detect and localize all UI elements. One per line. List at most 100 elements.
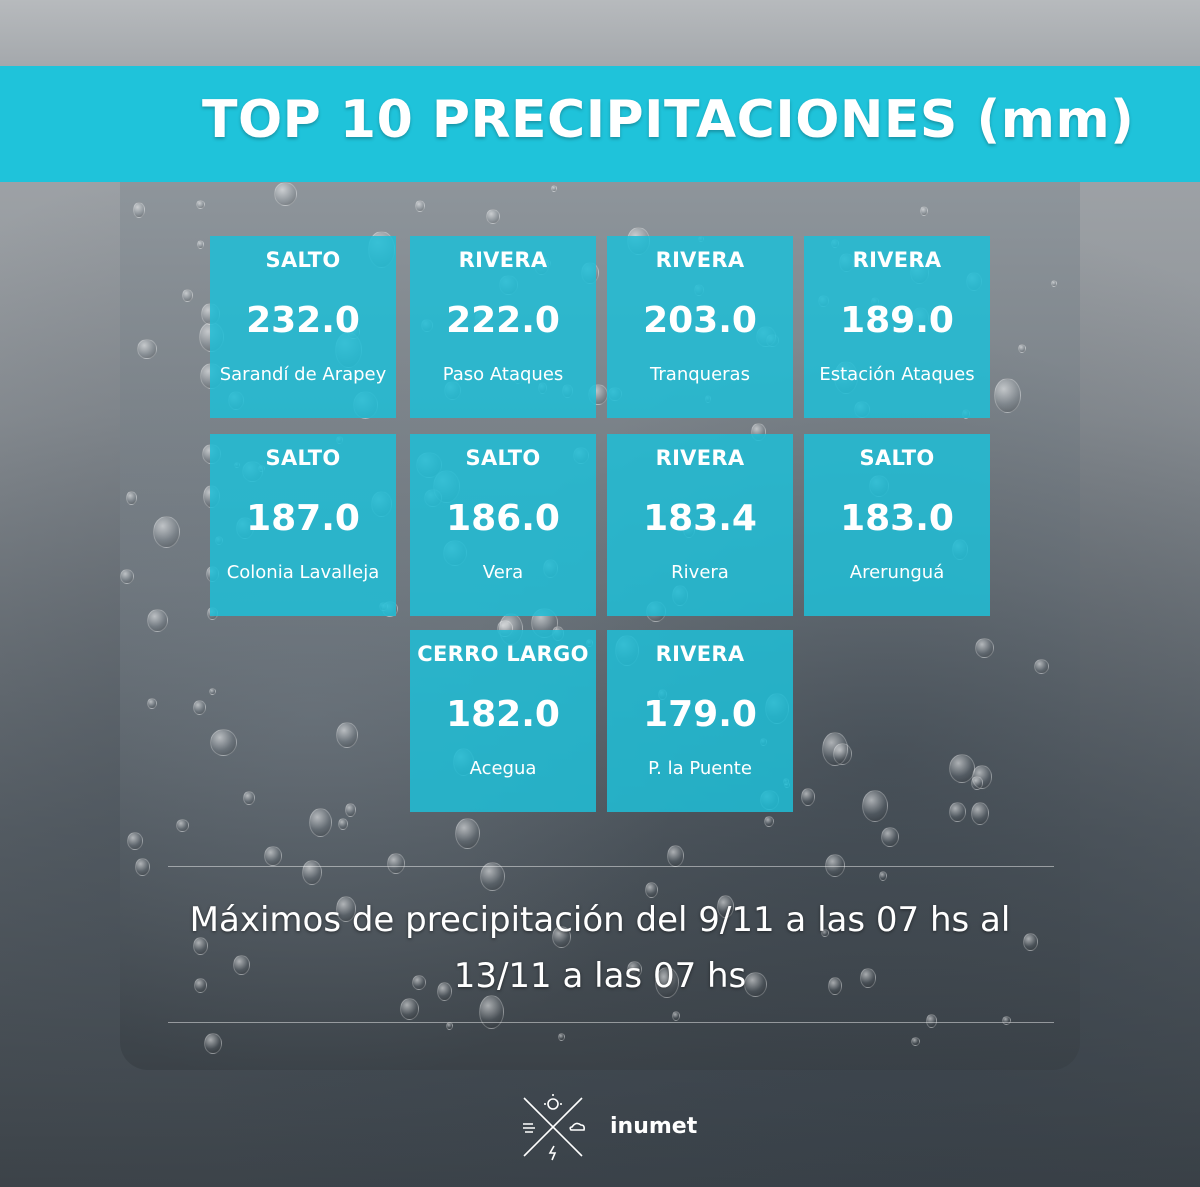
raindrop xyxy=(645,882,658,898)
precipitation-value: 182.0 xyxy=(446,694,560,735)
raindrop xyxy=(801,788,815,806)
raindrop xyxy=(455,818,480,849)
raindrop xyxy=(137,339,157,359)
raindrop xyxy=(345,803,356,817)
station-tile: SALTO 187.0 Colonia Lavalleja xyxy=(210,434,396,616)
raindrop xyxy=(1002,1016,1011,1025)
raindrop xyxy=(971,776,983,790)
department-label: RIVERA xyxy=(655,642,745,666)
raindrop xyxy=(209,688,216,695)
station-name: P. la Puente xyxy=(648,758,752,779)
raindrop xyxy=(336,896,356,922)
raindrop xyxy=(233,955,250,975)
raindrop xyxy=(196,200,205,209)
raindrop xyxy=(1051,280,1057,287)
department-label: RIVERA xyxy=(655,248,745,272)
raindrop xyxy=(194,978,207,993)
department-label: RIVERA xyxy=(852,248,942,272)
station-name: Tranqueras xyxy=(650,364,750,385)
raindrop xyxy=(821,929,829,937)
precipitation-value: 179.0 xyxy=(643,694,757,735)
title-banner: TOP 10 PRECIPITACIONES (mm) xyxy=(0,66,1200,182)
department-label: SALTO xyxy=(859,446,935,470)
station-name: Paso Ataques xyxy=(442,364,564,385)
raindrop xyxy=(127,832,143,850)
raindrop xyxy=(486,209,500,224)
raindrop xyxy=(176,819,189,832)
raindrop xyxy=(744,972,767,997)
raindrop xyxy=(120,569,134,584)
station-name: Rivera xyxy=(671,562,729,583)
raindrop xyxy=(971,802,989,825)
raindrop xyxy=(667,845,684,867)
station-tile: RIVERA 183.4 Rivera xyxy=(607,434,793,616)
station-name: Sarandí de Arapey xyxy=(219,364,387,385)
brand-name: inumet xyxy=(610,1114,698,1139)
raindrop xyxy=(479,995,504,1029)
raindrop xyxy=(764,816,774,827)
raindrop xyxy=(911,1037,920,1046)
raindrop xyxy=(243,791,255,805)
raindrop xyxy=(412,975,426,990)
raindrop xyxy=(193,700,206,715)
raindrop xyxy=(975,638,994,658)
station-name: Colonia Lavalleja xyxy=(226,562,380,583)
raindrop xyxy=(210,729,237,756)
station-tile: SALTO 183.0 Arerunguá xyxy=(804,434,990,616)
raindrop xyxy=(879,871,887,881)
footnote-line-2: 13/11 a las 07 hs xyxy=(453,956,747,996)
department-label: SALTO xyxy=(265,248,341,272)
precipitation-value: 186.0 xyxy=(446,498,560,539)
department-label: RIVERA xyxy=(655,446,745,470)
station-name: Vera xyxy=(482,562,524,583)
raindrop xyxy=(153,516,180,548)
raindrop xyxy=(558,1033,565,1041)
raindrop xyxy=(825,854,845,877)
background-top xyxy=(0,0,1200,70)
raindrop xyxy=(926,1014,937,1028)
raindrop xyxy=(551,185,557,192)
footnote: Máximos de precipitación del 9/11 a las … xyxy=(140,892,1060,1004)
raindrop xyxy=(264,846,282,866)
station-tile: CERRO LARGO 182.0 Acegua xyxy=(410,630,596,812)
raindrop xyxy=(1023,933,1038,951)
department-label: SALTO xyxy=(265,446,341,470)
precipitation-value: 232.0 xyxy=(246,300,360,341)
raindrop xyxy=(480,862,505,891)
raindrop xyxy=(302,860,322,885)
raindrop xyxy=(920,206,928,216)
raindrop xyxy=(336,722,358,748)
department-label: SALTO xyxy=(465,446,541,470)
department-label: CERRO LARGO xyxy=(417,642,589,666)
raindrop xyxy=(655,967,679,998)
station-tile: RIVERA 179.0 P. la Puente xyxy=(607,630,793,812)
precipitation-value: 183.4 xyxy=(643,498,757,539)
station-name: Arerunguá xyxy=(849,562,945,583)
raindrop xyxy=(197,240,204,249)
divider-bottom xyxy=(168,1022,1054,1023)
raindrop xyxy=(204,1033,222,1054)
weather-logo-icon xyxy=(523,1094,585,1161)
raindrop xyxy=(274,182,297,206)
raindrop xyxy=(860,968,876,988)
precipitation-value: 187.0 xyxy=(246,498,360,539)
raindrop xyxy=(309,808,332,837)
station-tile: SALTO 232.0 Sarandí de Arapey xyxy=(210,236,396,418)
raindrop xyxy=(193,937,208,955)
raindrop xyxy=(437,982,452,1001)
station-name: Estación Ataques xyxy=(819,364,975,385)
precipitation-value: 183.0 xyxy=(840,498,954,539)
raindrop xyxy=(552,926,571,948)
raindrop xyxy=(862,790,888,822)
footnote-line-1: Máximos de precipitación del 9/11 a las … xyxy=(189,900,1011,940)
raindrop xyxy=(338,818,348,830)
raindrop xyxy=(994,378,1021,413)
raindrop xyxy=(672,1011,680,1021)
raindrop xyxy=(147,698,157,709)
raindrop xyxy=(1034,659,1049,674)
precipitation-value: 203.0 xyxy=(643,300,757,341)
precipitation-value: 222.0 xyxy=(446,300,560,341)
raindrop xyxy=(387,853,405,874)
raindrop xyxy=(949,802,966,822)
station-tile: RIVERA 189.0 Estación Ataques xyxy=(804,236,990,418)
